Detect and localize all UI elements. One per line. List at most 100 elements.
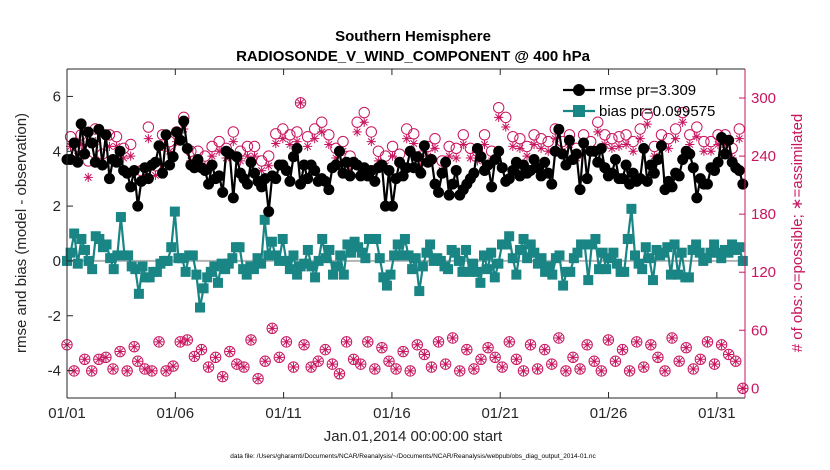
- y-right-tick-label: 0: [751, 380, 759, 397]
- obs-assimilated-point: [568, 352, 578, 362]
- rmse-point: [418, 140, 430, 152]
- obs-possible-point: [680, 341, 692, 354]
- obs-assimilated-point: [122, 366, 132, 376]
- obs-possible-point: [231, 358, 243, 370]
- bias-point: [414, 286, 425, 297]
- obs-possible-point: [153, 336, 165, 348]
- obs-assimilated-point: [465, 153, 475, 163]
- obs-possible-point: [517, 365, 530, 377]
- bias-point: [331, 261, 342, 272]
- obs-assimilated-point: [511, 354, 521, 364]
- obs-assimilated-point: [87, 366, 97, 376]
- rmse-point: [684, 148, 696, 160]
- rmse-point: [415, 167, 427, 179]
- obs-assimilated-point: [384, 356, 394, 366]
- obs-possible-point: [86, 365, 98, 377]
- bias-point: [410, 253, 421, 264]
- bias-point: [536, 253, 547, 264]
- obs-assimilated-point: [582, 340, 592, 350]
- rmse-point: [655, 140, 667, 152]
- x-tick-label: 01/06: [157, 405, 195, 422]
- bias-point: [554, 250, 565, 261]
- rmse-point: [496, 162, 508, 174]
- obs-assimilated-point: [433, 337, 444, 347]
- obs-assimilated-point: [405, 366, 415, 376]
- rmse-point: [486, 181, 498, 193]
- obs-assimilated-point: [207, 151, 217, 161]
- y-tick-label: -4: [48, 363, 61, 380]
- obs-assimilated-point: [639, 362, 649, 372]
- obs-assimilated-point: [288, 362, 299, 372]
- obs-assimilated-point: [387, 151, 398, 161]
- obs-assimilated-point: [239, 362, 249, 372]
- obs-assimilated-point: [536, 143, 546, 153]
- rmse-point: [433, 186, 445, 198]
- obs-assimilated-point: [621, 139, 631, 150]
- obs-assimilated-point: [593, 127, 603, 137]
- obs-assimilated-point: [494, 112, 504, 122]
- y-right-tick-label: 240: [751, 148, 776, 165]
- obs-possible-point: [418, 348, 431, 361]
- rmse-point: [553, 123, 565, 135]
- obs-possible-point: [574, 363, 586, 375]
- bias-point: [345, 247, 356, 258]
- rmse-point: [571, 148, 583, 160]
- rmse-point: [468, 167, 480, 179]
- bias-point: [133, 288, 144, 299]
- rmse-point: [323, 184, 335, 196]
- obs-assimilated-point: [108, 364, 118, 374]
- obs-assimilated-point: [642, 119, 652, 129]
- obs-possible-point: [623, 365, 636, 377]
- obs-possible-point: [397, 345, 409, 358]
- rmse-point: [450, 164, 462, 176]
- obs-assimilated-point: [692, 132, 702, 142]
- rmse-point: [114, 145, 126, 157]
- y-axis-label-right: # of obs: o=possible; ∗=assimilated: [789, 114, 806, 353]
- rmse-point: [595, 143, 607, 155]
- rmse-point: [86, 137, 98, 149]
- legend-bias-label: bias pr=0.099575: [599, 103, 715, 120]
- bias-point: [482, 264, 493, 275]
- rmse-point: [369, 175, 381, 187]
- obs-possible-point: [595, 365, 607, 377]
- obs-assimilated-point: [561, 366, 571, 376]
- obs-possible-point: [538, 343, 551, 356]
- obs-assimilated-point: [497, 362, 507, 372]
- x-axis-label: Jan.01,2014 00:00:00 start: [324, 428, 503, 445]
- bias-point: [123, 250, 134, 261]
- bias-point: [248, 264, 259, 275]
- rmse-point: [673, 170, 685, 182]
- rmse-point: [556, 148, 568, 160]
- obs-assimilated-point: [469, 364, 479, 374]
- obs-possible-point: [722, 348, 735, 361]
- bias-point: [525, 239, 536, 250]
- obs-possible-point: [638, 361, 650, 373]
- obs-possible-point: [369, 363, 381, 375]
- obs-assimilated-point: [274, 352, 284, 362]
- obs-assimilated-point: [490, 352, 500, 362]
- obs-possible-point: [553, 332, 565, 344]
- rmse-point: [493, 145, 505, 157]
- obs-possible-point: [524, 339, 537, 351]
- obs-possible-point: [645, 339, 657, 351]
- obs-possible-point: [482, 341, 494, 354]
- obs-assimilated-point: [543, 146, 553, 156]
- bias-point: [72, 258, 83, 269]
- obs-assimilated-point: [483, 343, 493, 353]
- obs-possible-point: [238, 361, 250, 373]
- obs-assimilated-point: [398, 346, 408, 357]
- chart-title: Southern Hemisphere: [335, 28, 491, 45]
- bias-point: [310, 272, 321, 283]
- obs-possible-point: [567, 351, 579, 364]
- obs-assimilated-point: [607, 143, 617, 153]
- obs-assimilated-point: [232, 359, 242, 369]
- y-tick-label: 0: [53, 253, 61, 270]
- bias-point: [198, 283, 209, 294]
- obs-assimilated-point: [550, 134, 560, 144]
- rmse-point: [333, 145, 345, 157]
- bias-point: [514, 244, 525, 255]
- bias-point: [324, 244, 335, 255]
- obs-possible-point: [708, 358, 721, 370]
- obs-possible-point: [602, 334, 615, 346]
- obs-possible-point: [312, 355, 324, 367]
